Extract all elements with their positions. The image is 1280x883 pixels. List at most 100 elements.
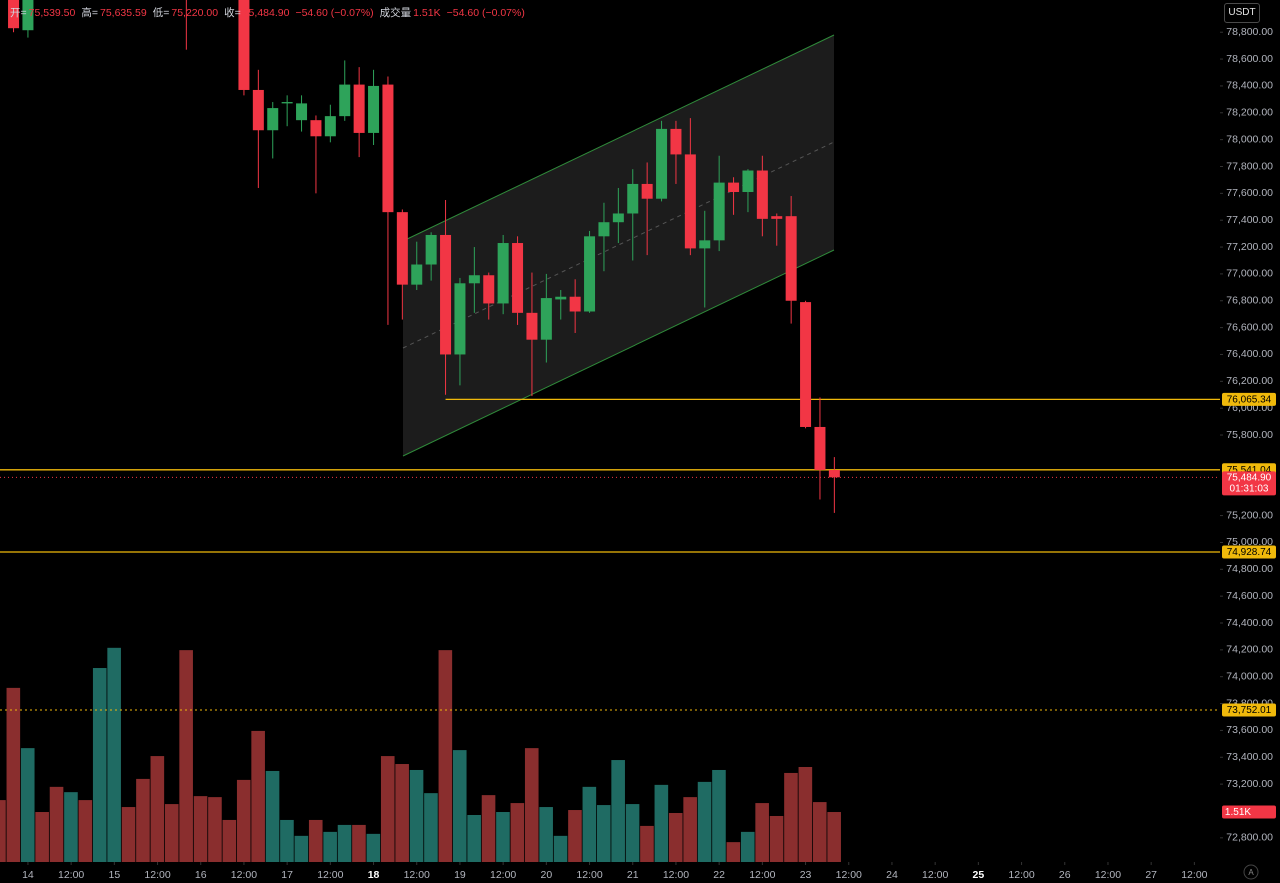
volume-bar [366, 833, 381, 862]
volume-bar [280, 819, 294, 862]
volume-bar [510, 803, 525, 862]
volume-bar [438, 650, 453, 862]
candle-body [771, 216, 783, 219]
channel [402, 34, 835, 457]
volume-bar [553, 835, 568, 862]
x-tick-label: 12:00 [490, 869, 516, 881]
candle-body [382, 84, 394, 213]
volume-bar [467, 814, 481, 862]
volume-bar [136, 778, 150, 862]
x-tick-label: 27 [1145, 869, 1157, 881]
volume-bar [323, 831, 337, 862]
x-tick-label: 21 [627, 869, 639, 881]
x-tick-label: 26 [1059, 869, 1071, 881]
y-tick-label: 78,400.00 [1226, 80, 1273, 92]
candle-body [353, 84, 365, 133]
price-tag-label: 75,541.04 [1227, 465, 1272, 476]
volume-bar [193, 796, 208, 862]
volume-bar [769, 815, 784, 862]
candle-body [454, 283, 466, 355]
volume-bar [481, 795, 496, 862]
y-tick-label: 73,400.00 [1226, 751, 1273, 763]
x-tick-label: 12:00 [836, 869, 862, 881]
candle-body [252, 89, 264, 131]
candle-body [598, 222, 610, 237]
volume-bar [755, 803, 769, 862]
x-tick-label: 16 [195, 869, 207, 881]
last-price-tag [1222, 471, 1276, 496]
volume-bar [424, 793, 438, 862]
x-tick-label: 12:00 [576, 869, 602, 881]
volume-bar [294, 835, 309, 862]
x-tick-label: 19 [454, 869, 466, 881]
y-tick-label: 74,400.00 [1226, 617, 1273, 629]
channel-lower [402, 249, 835, 457]
ohlc-header: 开= 75,539.50 高= 75,635.59 低= 75,220.00 收= 75,48… [10, 5, 531, 20]
volume-bar [0, 800, 6, 862]
ohlc-value: 75,220.00 [171, 7, 219, 19]
volume-bar [380, 756, 395, 862]
volume-value: 1.51K [413, 7, 441, 19]
y-tick-label: 74,000.00 [1226, 670, 1273, 682]
volume-bar [611, 760, 625, 862]
price-lines [0, 398, 1220, 711]
price-tag [1222, 392, 1276, 406]
volume-bar [496, 812, 510, 862]
ohlc-label: 收= [224, 7, 241, 19]
y-tick-label: 72,800.00 [1226, 832, 1273, 844]
price-tag-label: 73,752.01 [1227, 705, 1272, 716]
x-tick-label: 18 [368, 869, 380, 881]
price-tag-label: 76,065.34 [1227, 395, 1272, 406]
volume-bar [222, 819, 237, 862]
y-tick-label: 77,400.00 [1226, 214, 1273, 226]
candle-body [526, 312, 538, 340]
price-tag [1222, 545, 1276, 559]
ohlc-value: 75,484.90 [242, 7, 290, 19]
volume-tag [1222, 805, 1276, 819]
y-tick-label: 78,600.00 [1226, 53, 1273, 65]
auto-scale-button[interactable] [1243, 864, 1259, 880]
candle-body [742, 170, 754, 193]
candle-body [411, 264, 423, 285]
candle-body [310, 120, 322, 137]
x-tick-label: 15 [108, 869, 120, 881]
y-tick-label: 76,800.00 [1226, 295, 1273, 307]
currency-button[interactable]: USDT [1224, 3, 1260, 23]
price-tag-label: 74,928.74 [1227, 547, 1272, 558]
volume-bar [683, 797, 697, 862]
y-tick-label: 78,800.00 [1226, 26, 1273, 38]
candle-body [238, 0, 250, 90]
volume-bar [409, 769, 424, 862]
candle-body [425, 234, 437, 265]
x-tick-label: 12:00 [317, 869, 343, 881]
volume-bar [726, 842, 741, 862]
price-tag [1222, 703, 1276, 717]
candle-body [612, 213, 624, 223]
candle-body [569, 296, 581, 312]
volume-bar [568, 810, 582, 862]
candle-body [828, 470, 840, 478]
volume-bar [265, 770, 280, 862]
candle-body [396, 212, 408, 285]
x-tick-label: 12:00 [1008, 869, 1034, 881]
ohlc-label: 低= [152, 7, 170, 19]
channel-fill [403, 35, 834, 456]
auto-scale-icon: A [1248, 868, 1254, 877]
ohlc-value: 75,635.59 [100, 7, 147, 19]
y-tick-label: 74,800.00 [1226, 563, 1273, 575]
volume-bar [654, 784, 669, 862]
candle-body [512, 243, 524, 313]
volume-bar [208, 797, 222, 862]
volume-bar [524, 748, 539, 862]
y-tick-label: 73,600.00 [1226, 724, 1273, 736]
volume-bar [395, 764, 409, 862]
candle-body [670, 128, 682, 155]
candle-body [699, 240, 711, 249]
volume-bar [6, 687, 21, 862]
volume-bar [236, 779, 251, 862]
volume-bar [668, 813, 683, 862]
candle-body [555, 296, 567, 300]
candle-body [324, 116, 336, 137]
x-tick-label: 12:00 [1181, 869, 1207, 881]
